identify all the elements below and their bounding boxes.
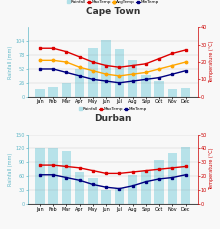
Title: Durban: Durban [94, 114, 132, 123]
Bar [168, 89, 177, 97]
Bar [101, 40, 111, 97]
Bar [128, 175, 137, 204]
Bar [35, 148, 44, 204]
Title: Cape Town: Cape Town [86, 7, 140, 16]
Bar [48, 148, 58, 204]
Bar [48, 87, 58, 97]
Bar [62, 151, 71, 204]
Bar [75, 69, 84, 97]
Y-axis label: Temperature (°C): Temperature (°C) [209, 148, 214, 191]
Bar [88, 178, 97, 204]
Legend: Rainfall, MaxTemp, AvgTemp, MinTemp: Rainfall, MaxTemp, AvgTemp, MinTemp [65, 0, 161, 6]
Bar [141, 75, 150, 97]
Y-axis label: Rainfall (mm): Rainfall (mm) [8, 45, 13, 79]
Bar [181, 147, 190, 204]
Legend: Rainfall, MaxTemp, MinTemp: Rainfall, MaxTemp, MinTemp [77, 106, 148, 113]
Y-axis label: Temperature (°C): Temperature (°C) [209, 41, 214, 83]
Bar [115, 188, 124, 204]
Bar [101, 190, 111, 204]
Bar [88, 48, 97, 97]
Bar [75, 172, 84, 204]
Bar [128, 60, 137, 97]
Bar [168, 153, 177, 204]
Bar [154, 81, 164, 97]
Bar [181, 87, 190, 97]
Bar [154, 160, 164, 204]
Bar [141, 171, 150, 204]
Bar [35, 89, 44, 97]
Y-axis label: Rainfall (mm): Rainfall (mm) [8, 153, 13, 186]
Bar [62, 83, 71, 97]
Bar [115, 49, 124, 97]
